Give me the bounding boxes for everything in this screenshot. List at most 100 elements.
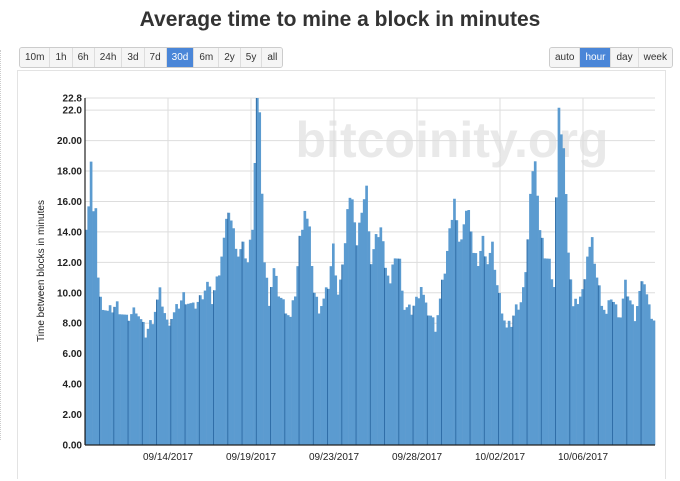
bar [491,241,494,445]
bar [310,266,314,445]
bar [175,304,178,445]
bar [165,319,169,445]
bar [206,281,209,445]
bar [398,258,402,445]
bar [96,277,100,445]
bar [298,235,302,445]
bar [346,209,349,445]
bar [531,171,535,445]
bar [593,263,596,445]
bar [562,148,566,445]
bar [267,305,271,445]
bar [180,300,183,445]
bar [479,250,482,445]
bar [313,292,316,445]
bar [415,296,418,445]
bar [265,277,269,445]
range-button-6h[interactable]: 6h [72,48,95,67]
range-button-2y[interactable]: 2y [219,48,241,67]
range-button-30d[interactable]: 30d [166,48,195,67]
bar [362,199,366,445]
bar [545,258,549,445]
bar [218,275,221,445]
bar [617,317,620,445]
bar [94,208,98,445]
bar [628,300,632,445]
bar [484,256,487,445]
bar [609,299,613,445]
bar [579,296,582,445]
range-button-7d[interactable]: 7d [144,48,167,67]
bar [334,275,338,445]
bar [189,303,193,445]
bar [282,299,285,445]
bar [431,317,435,445]
range-button-10m[interactable]: 10m [20,48,51,67]
bar [536,195,539,445]
bar [493,269,497,445]
bar [322,298,326,445]
range-button-6m[interactable]: 6m [194,48,220,67]
bar [448,228,452,445]
group-button-hour[interactable]: hour [580,48,612,67]
bar [581,289,585,445]
range-button-3d[interactable]: 3d [122,48,145,67]
bar [543,258,547,445]
bar [244,258,247,445]
group-button-day[interactable]: day [611,48,639,67]
bar [194,308,197,445]
y-axis-label: Time between blocks in minutes [36,200,47,342]
bar [486,264,490,445]
bar [548,258,551,445]
bar [341,264,345,445]
bar [263,262,266,445]
bar [569,279,573,445]
bar [232,228,235,445]
bar [270,287,273,445]
range-button-1h[interactable]: 1h [50,48,73,67]
x-tick-label: 10/02/2017 [475,452,525,463]
bar [422,294,425,445]
bar [177,308,181,445]
bar [234,248,238,445]
bar [336,294,340,445]
bar [158,287,162,445]
range-button-all[interactable]: all [262,48,283,67]
bar [246,262,250,445]
bar [163,313,167,445]
bar [427,315,430,445]
bar [208,286,212,445]
bar [134,313,138,445]
group-button-auto[interactable]: auto [550,48,581,67]
bar [367,231,371,445]
bar [127,320,131,445]
bar [229,220,233,445]
bar [294,296,297,445]
bar [576,304,580,445]
bar [443,273,447,445]
bar [560,134,563,445]
bar [125,314,129,445]
bar [469,231,473,445]
bar [196,301,200,445]
bar [87,206,91,445]
bar [360,212,364,445]
bar [118,314,121,445]
bar [172,312,176,445]
bar [139,319,143,445]
range-button-5y[interactable]: 5y [240,48,263,67]
bar [389,283,392,445]
bar [296,266,300,445]
group-button-week[interactable]: week [638,48,672,67]
bar [424,302,428,445]
bar [555,197,558,445]
bar [633,321,637,445]
range-button-24h[interactable]: 24h [94,48,123,67]
bar-series[interactable] [84,98,656,446]
bar [241,241,245,445]
bar [588,246,592,445]
bar [184,304,188,445]
bar [203,290,207,445]
bar [393,258,397,445]
bar [472,252,475,445]
